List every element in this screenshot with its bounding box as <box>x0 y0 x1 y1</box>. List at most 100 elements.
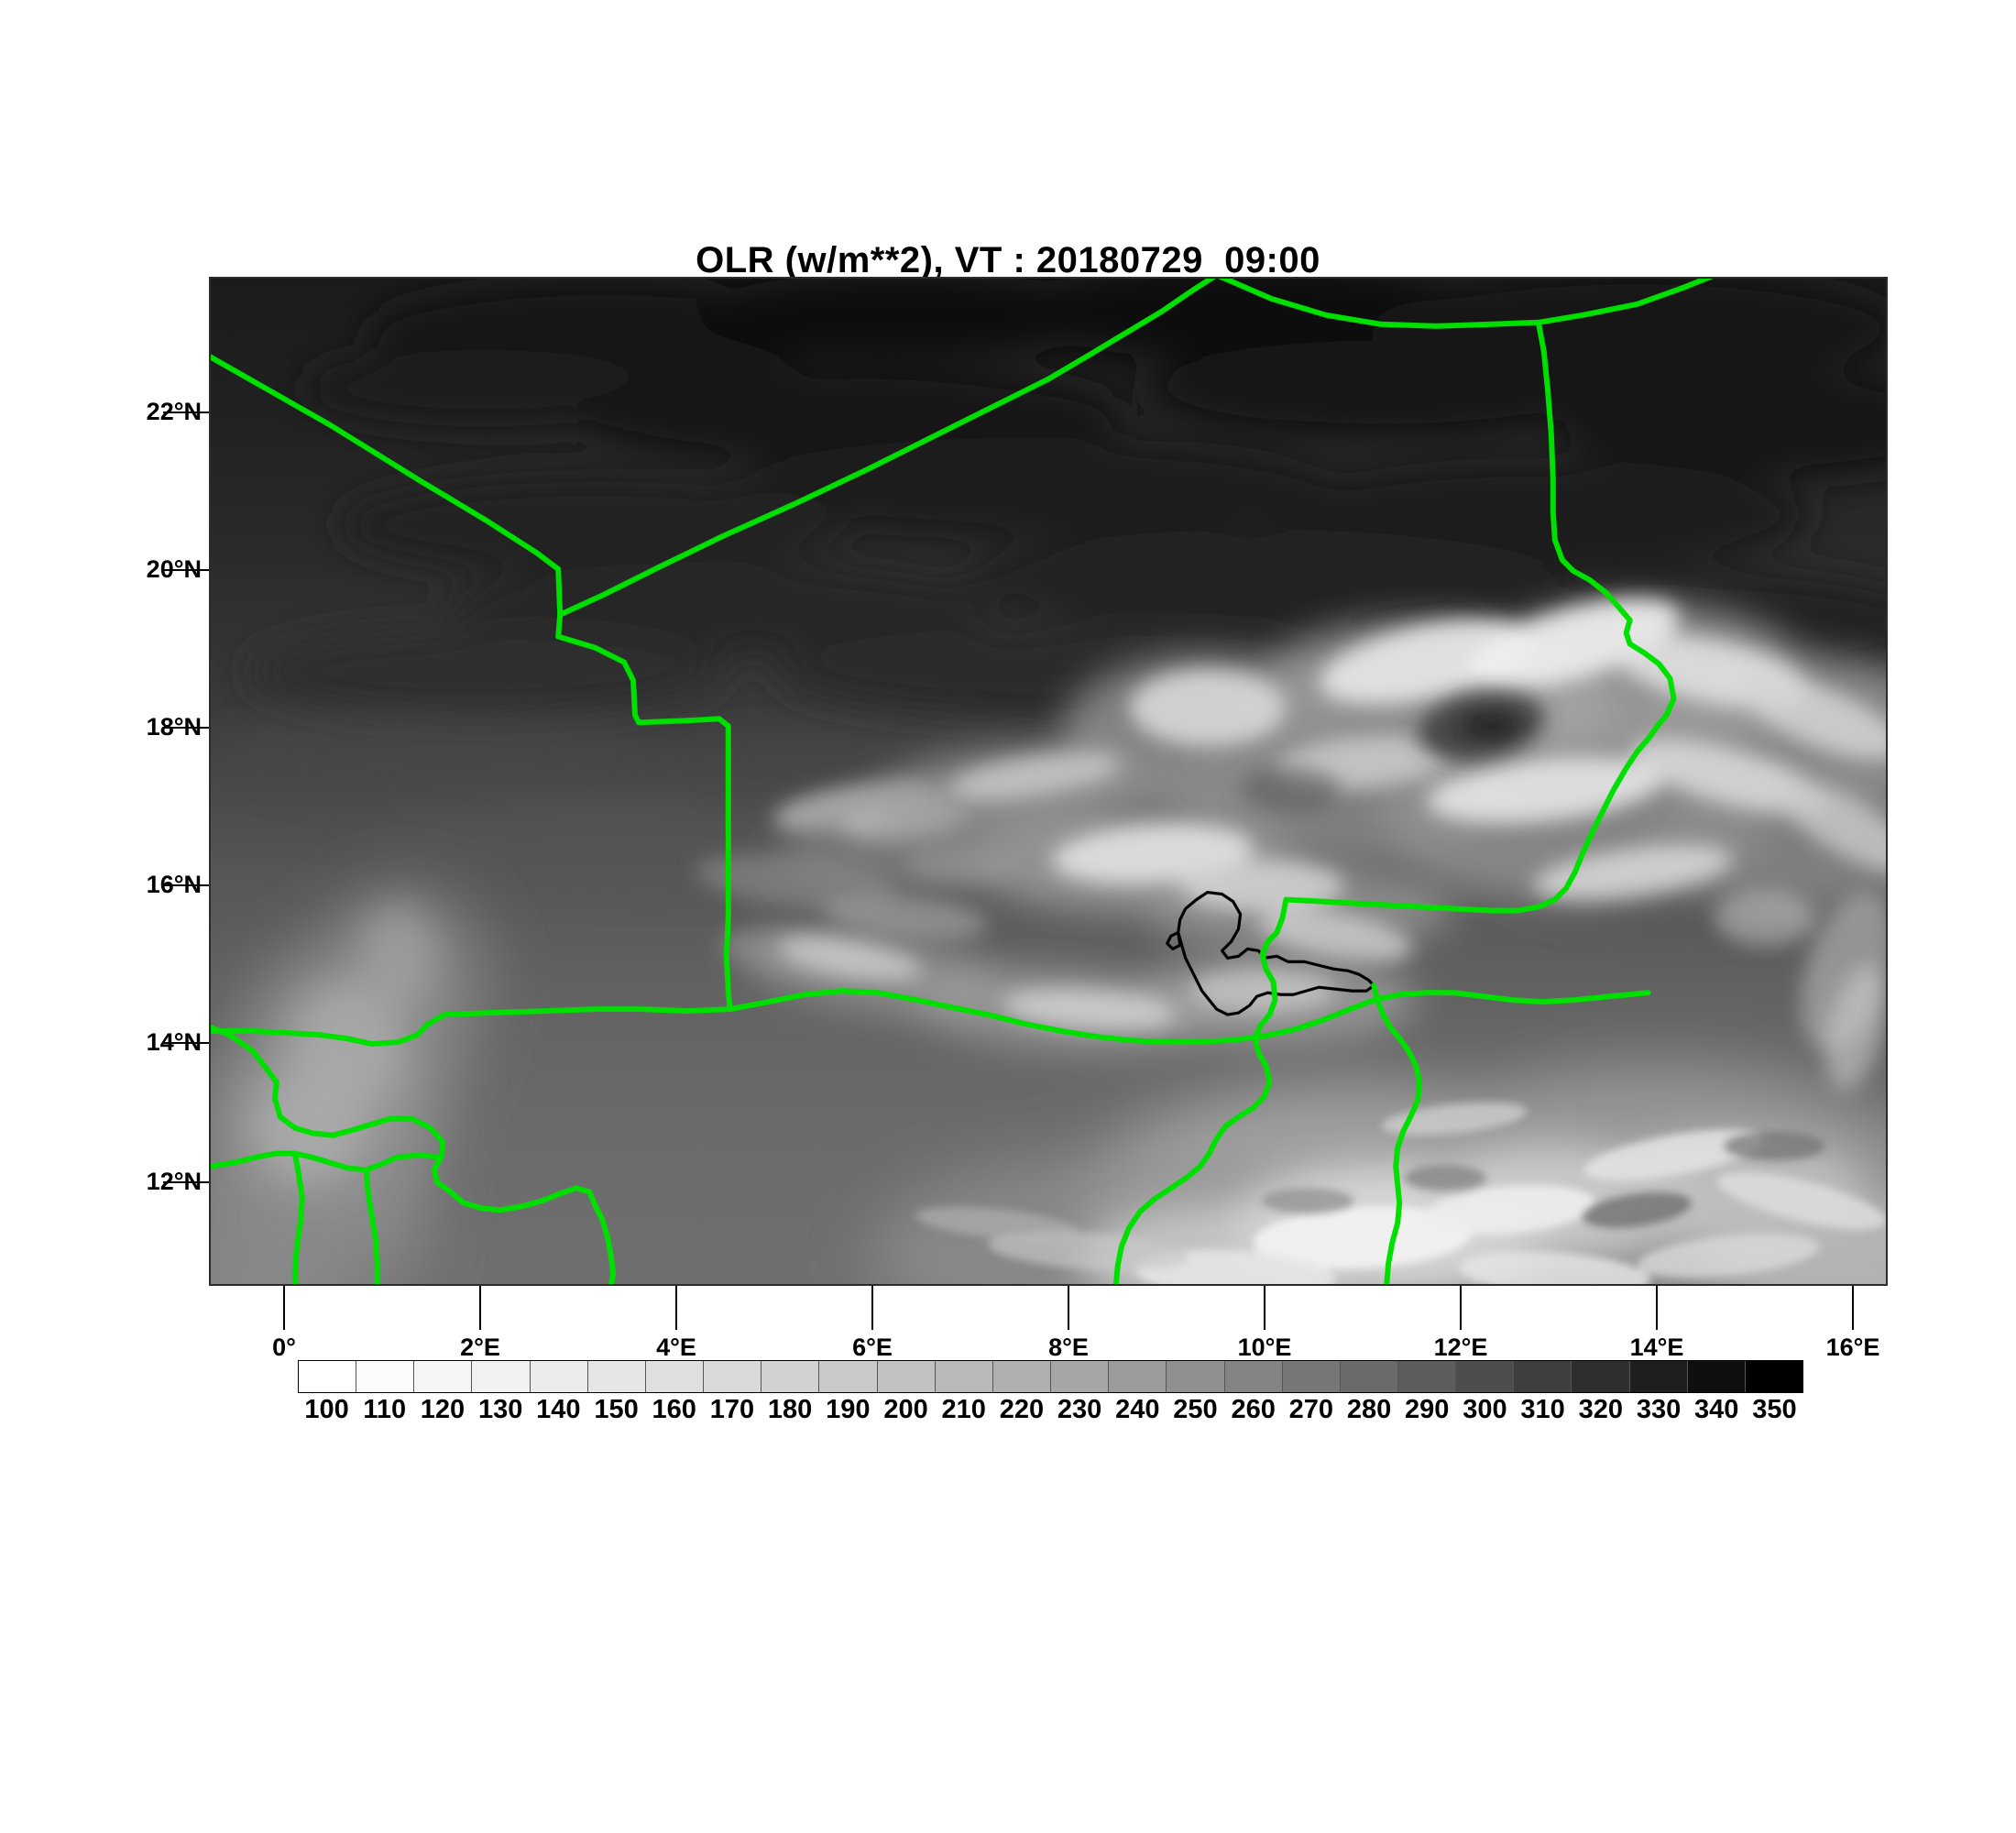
colorbar-cell-280[interactable] <box>1340 1361 1398 1392</box>
colorbar-label-190: 190 <box>826 1395 871 1424</box>
x-tick-mark-14E <box>1656 1286 1658 1330</box>
lake-chad-outline <box>1166 890 1375 1016</box>
colorbar-label-200: 200 <box>883 1395 928 1424</box>
colorbar-label-250: 250 <box>1173 1395 1218 1424</box>
colorbar-label-240: 240 <box>1115 1395 1160 1424</box>
x-tick-mark-2E <box>479 1286 481 1330</box>
colorbar-cell-220[interactable] <box>992 1361 1052 1392</box>
colorbar-label-280: 280 <box>1346 1395 1392 1424</box>
colorbar-label-290: 290 <box>1405 1395 1450 1424</box>
colorbar-label-140: 140 <box>536 1395 581 1424</box>
border-togo-ghana <box>291 1150 305 1284</box>
colorbar-cell-230[interactable] <box>1051 1361 1110 1392</box>
colorbar-label-260: 260 <box>1231 1395 1276 1424</box>
sahel-band-cores <box>948 752 1412 963</box>
southern-cluster-cores <box>915 1102 1886 1284</box>
colorbar-swatches[interactable] <box>298 1360 1803 1393</box>
x-tick-mark-0 <box>283 1286 285 1330</box>
colorbar-cell-300[interactable] <box>1456 1361 1515 1392</box>
colorbar-cell-140[interactable] <box>530 1361 588 1392</box>
colorbar-label-220: 220 <box>999 1395 1045 1424</box>
border-chad-cameroon <box>1371 982 1423 1284</box>
map-plot-area[interactable] <box>209 277 1888 1286</box>
colorbar-cell-120[interactable] <box>414 1361 473 1392</box>
colorbar-cell-110[interactable] <box>356 1361 415 1392</box>
colorbar-cell-100[interactable] <box>299 1361 357 1392</box>
border-niger-nigeria <box>727 988 1651 1045</box>
colorbar-cell-250[interactable] <box>1167 1361 1225 1392</box>
y-tick-mark-12N <box>163 1181 209 1183</box>
x-tick-mark-6E <box>871 1286 873 1330</box>
border-algeria-mali-niger <box>211 354 733 1047</box>
ne-bright-cores <box>1129 598 1886 900</box>
border-libya-chad-top <box>1218 279 1714 329</box>
x-tick-mark-16E <box>1852 1286 1854 1330</box>
border-niger-libya-chad <box>557 279 1216 618</box>
colorbar-cell-350[interactable] <box>1745 1361 1803 1392</box>
chart-title: OLR (w/m**2), VT : 20180729 09:00 <box>696 240 1320 280</box>
x-tick-label-0: 0° <box>272 1334 296 1361</box>
border-benin-burkina-togo <box>211 1150 444 1173</box>
country-borders <box>211 279 1714 1284</box>
colorbar-cell-260[interactable] <box>1224 1361 1283 1392</box>
southern-cluster-dark-speckles <box>1262 1131 1825 1228</box>
colorbar-cell-170[interactable] <box>704 1361 762 1392</box>
y-tick-mark-22N <box>163 412 209 413</box>
x-tick-label-2E: 2°E <box>460 1334 500 1361</box>
colorbar[interactable]: 100 110 120 130 140 150 160 170 180 190 200 210 220 2… <box>298 1360 1803 1424</box>
ne-complex-dark-eye <box>1239 691 1546 814</box>
colorbar-cell-330[interactable] <box>1629 1361 1688 1392</box>
border-nigeria-cameroon <box>1112 896 1289 1284</box>
colorbar-label-270: 270 <box>1288 1395 1334 1424</box>
x-tick-label-16E: 16°E <box>1825 1334 1880 1361</box>
x-tick-label-6E: 6°E <box>852 1334 893 1361</box>
x-tick-mark-4E <box>675 1286 677 1330</box>
x-tick-label-12E: 12°E <box>1433 1334 1488 1361</box>
x-tick-mark-12E <box>1460 1286 1462 1330</box>
border-benin-nigeria <box>460 1185 617 1284</box>
colorbar-cell-180[interactable] <box>761 1361 820 1392</box>
colorbar-cell-270[interactable] <box>1282 1361 1341 1392</box>
x-tick-mark-10E <box>1264 1286 1265 1330</box>
colorbar-label-300: 300 <box>1463 1395 1507 1424</box>
colorbar-label-130: 130 <box>477 1395 523 1424</box>
y-tick-mark-16N <box>163 884 209 886</box>
colorbar-label-170: 170 <box>709 1395 755 1424</box>
border-niger-chad-vertical <box>1283 319 1677 914</box>
y-tick-mark-18N <box>163 727 209 729</box>
olr-field-svg <box>211 279 1886 1284</box>
colorbar-label-230: 230 <box>1057 1395 1102 1424</box>
east-edge-streaks <box>1715 890 1886 1091</box>
colorbar-label-120: 120 <box>420 1395 466 1424</box>
colorbar-label-160: 160 <box>652 1395 696 1424</box>
x-tick-label-8E: 8°E <box>1048 1334 1089 1361</box>
colorbar-cell-340[interactable] <box>1687 1361 1746 1392</box>
colorbar-cell-130[interactable] <box>472 1361 531 1392</box>
colorbar-cell-240[interactable] <box>1109 1361 1167 1392</box>
colorbar-cell-160[interactable] <box>645 1361 705 1392</box>
colorbar-cell-150[interactable] <box>587 1361 646 1392</box>
colorbar-label-110: 110 <box>363 1395 407 1424</box>
colorbar-label-180: 180 <box>767 1395 813 1424</box>
x-tick-label-4E: 4°E <box>656 1334 696 1361</box>
colorbar-label-150: 150 <box>594 1395 639 1424</box>
colorbar-cell-190[interactable] <box>819 1361 878 1392</box>
y-tick-mark-20N <box>163 569 209 571</box>
colorbar-cell-320[interactable] <box>1572 1361 1630 1392</box>
colorbar-cell-290[interactable] <box>1397 1361 1457 1392</box>
x-tick-label-14E: 14°E <box>1629 1334 1684 1361</box>
colorbar-tick-labels: 100 110 120 130 140 150 160 170 180 190 200 210 220 2… <box>298 1395 1803 1432</box>
colorbar-label-340: 340 <box>1694 1395 1739 1424</box>
x-tick-mark-8E <box>1068 1286 1069 1330</box>
colorbar-label-320: 320 <box>1578 1395 1623 1424</box>
colorbar-cell-310[interactable] <box>1514 1361 1572 1392</box>
border-burkina-niger <box>211 1025 466 1206</box>
x-tick-label-10E: 10°E <box>1237 1334 1292 1361</box>
south-midband-cores <box>778 937 1336 1030</box>
border-benin-togo-south <box>363 1167 380 1284</box>
colorbar-label-310: 310 <box>1520 1395 1565 1424</box>
colorbar-cell-200[interactable] <box>877 1361 936 1392</box>
colorbar-cell-210[interactable] <box>935 1361 993 1392</box>
colorbar-label-210: 210 <box>941 1395 986 1424</box>
